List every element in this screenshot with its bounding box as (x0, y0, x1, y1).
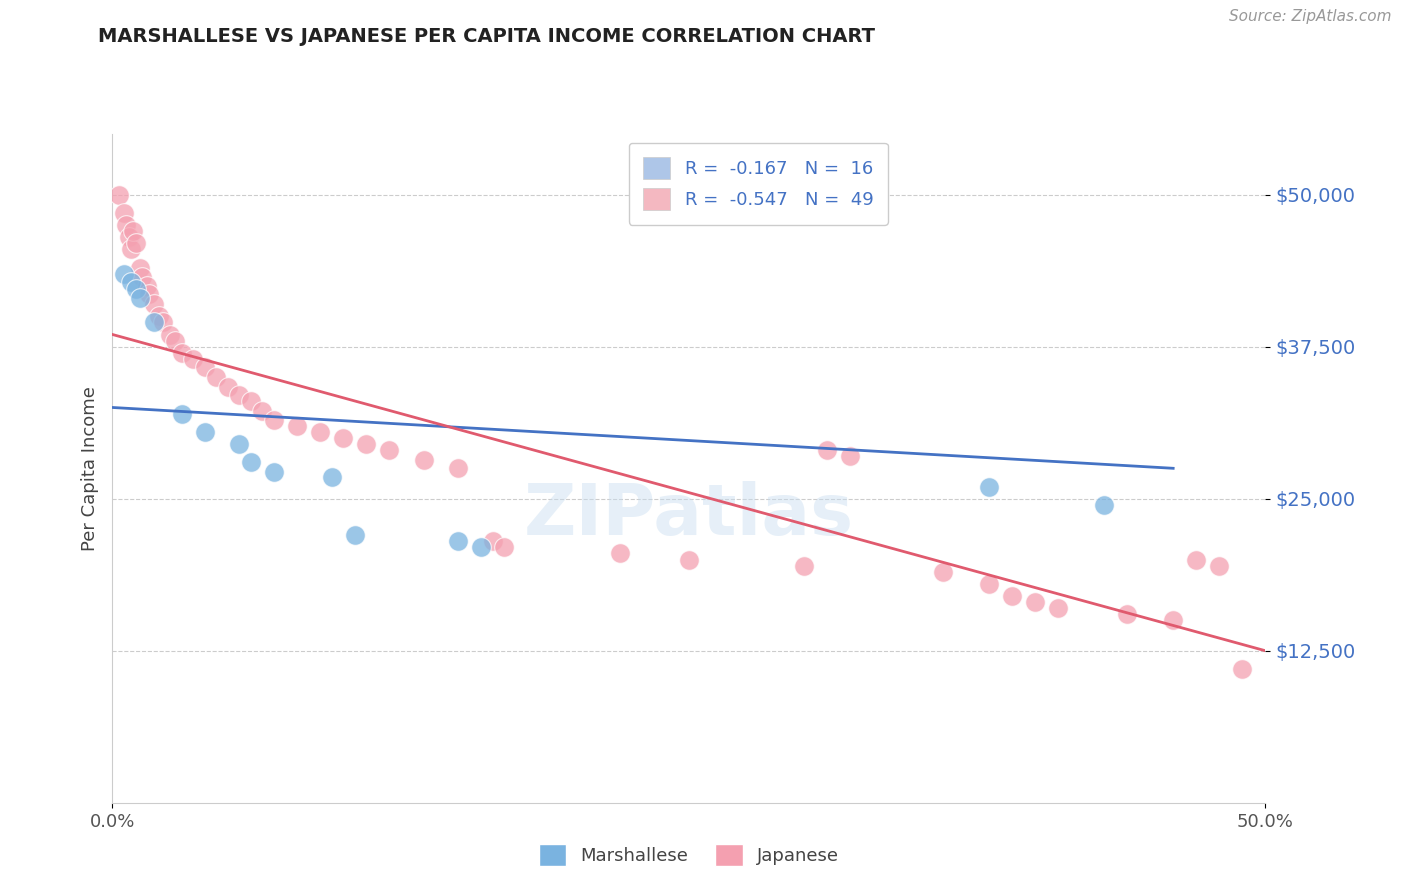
Point (378, 443, 401, 458)
Point (321, 470, 343, 484)
Text: MARSHALLESE VS JAPANESE PER CAPITA INCOME CORRELATION CHART: MARSHALLESE VS JAPANESE PER CAPITA INCOM… (98, 27, 876, 45)
Point (977, 479, 1000, 493)
Point (108, 187, 131, 202)
Point (138, 287, 160, 301)
Point (1161, 613, 1184, 627)
Point (136, 278, 159, 293)
Point (170, 345, 193, 359)
Point (112, 267, 135, 281)
Point (1185, 552, 1208, 566)
Point (309, 425, 332, 439)
Point (285, 418, 308, 433)
Point (609, 546, 631, 560)
Point (194, 360, 217, 375)
Point (354, 437, 377, 451)
Point (1024, 595, 1046, 609)
Point (332, 431, 354, 445)
Point (1001, 589, 1024, 603)
Point (1208, 558, 1230, 573)
Point (122, 224, 145, 238)
Point (1046, 601, 1069, 615)
Point (343, 528, 366, 542)
Point (252, 404, 274, 418)
Point (482, 534, 505, 549)
Point (205, 370, 228, 384)
Point (129, 260, 152, 275)
Point (263, 465, 285, 479)
Point (1232, 662, 1254, 676)
Point (143, 315, 166, 329)
Point (163, 334, 186, 348)
Point (115, 218, 138, 232)
Point (228, 437, 250, 451)
Text: ZIPatlas: ZIPatlas (524, 481, 853, 549)
Legend: Marshallese, Japanese: Marshallese, Japanese (524, 830, 853, 880)
Point (815, 443, 838, 458)
Point (170, 407, 193, 421)
Point (412, 452, 434, 467)
Point (470, 541, 492, 555)
Point (124, 236, 146, 251)
Point (793, 558, 815, 573)
Point (1092, 498, 1115, 512)
Point (152, 315, 174, 329)
Point (977, 577, 1000, 591)
Point (194, 425, 217, 439)
Point (124, 283, 146, 297)
Point (120, 275, 142, 289)
Point (228, 388, 250, 402)
Point (217, 380, 239, 394)
Point (239, 455, 262, 469)
Point (494, 541, 516, 555)
Point (181, 351, 204, 366)
Point (143, 297, 166, 311)
Point (447, 534, 470, 549)
Text: Source: ZipAtlas.com: Source: ZipAtlas.com (1229, 9, 1392, 24)
Y-axis label: Per Capita Income: Per Capita Income (80, 386, 98, 550)
Point (120, 243, 142, 257)
Point (678, 552, 700, 566)
Point (117, 230, 139, 244)
Point (239, 394, 262, 409)
Point (159, 327, 181, 342)
Point (131, 270, 153, 285)
Point (1116, 607, 1139, 622)
Point (148, 310, 170, 324)
Point (112, 206, 135, 220)
Point (839, 449, 862, 463)
Point (447, 461, 470, 475)
Point (129, 291, 152, 305)
Point (931, 565, 953, 579)
Point (263, 412, 285, 426)
